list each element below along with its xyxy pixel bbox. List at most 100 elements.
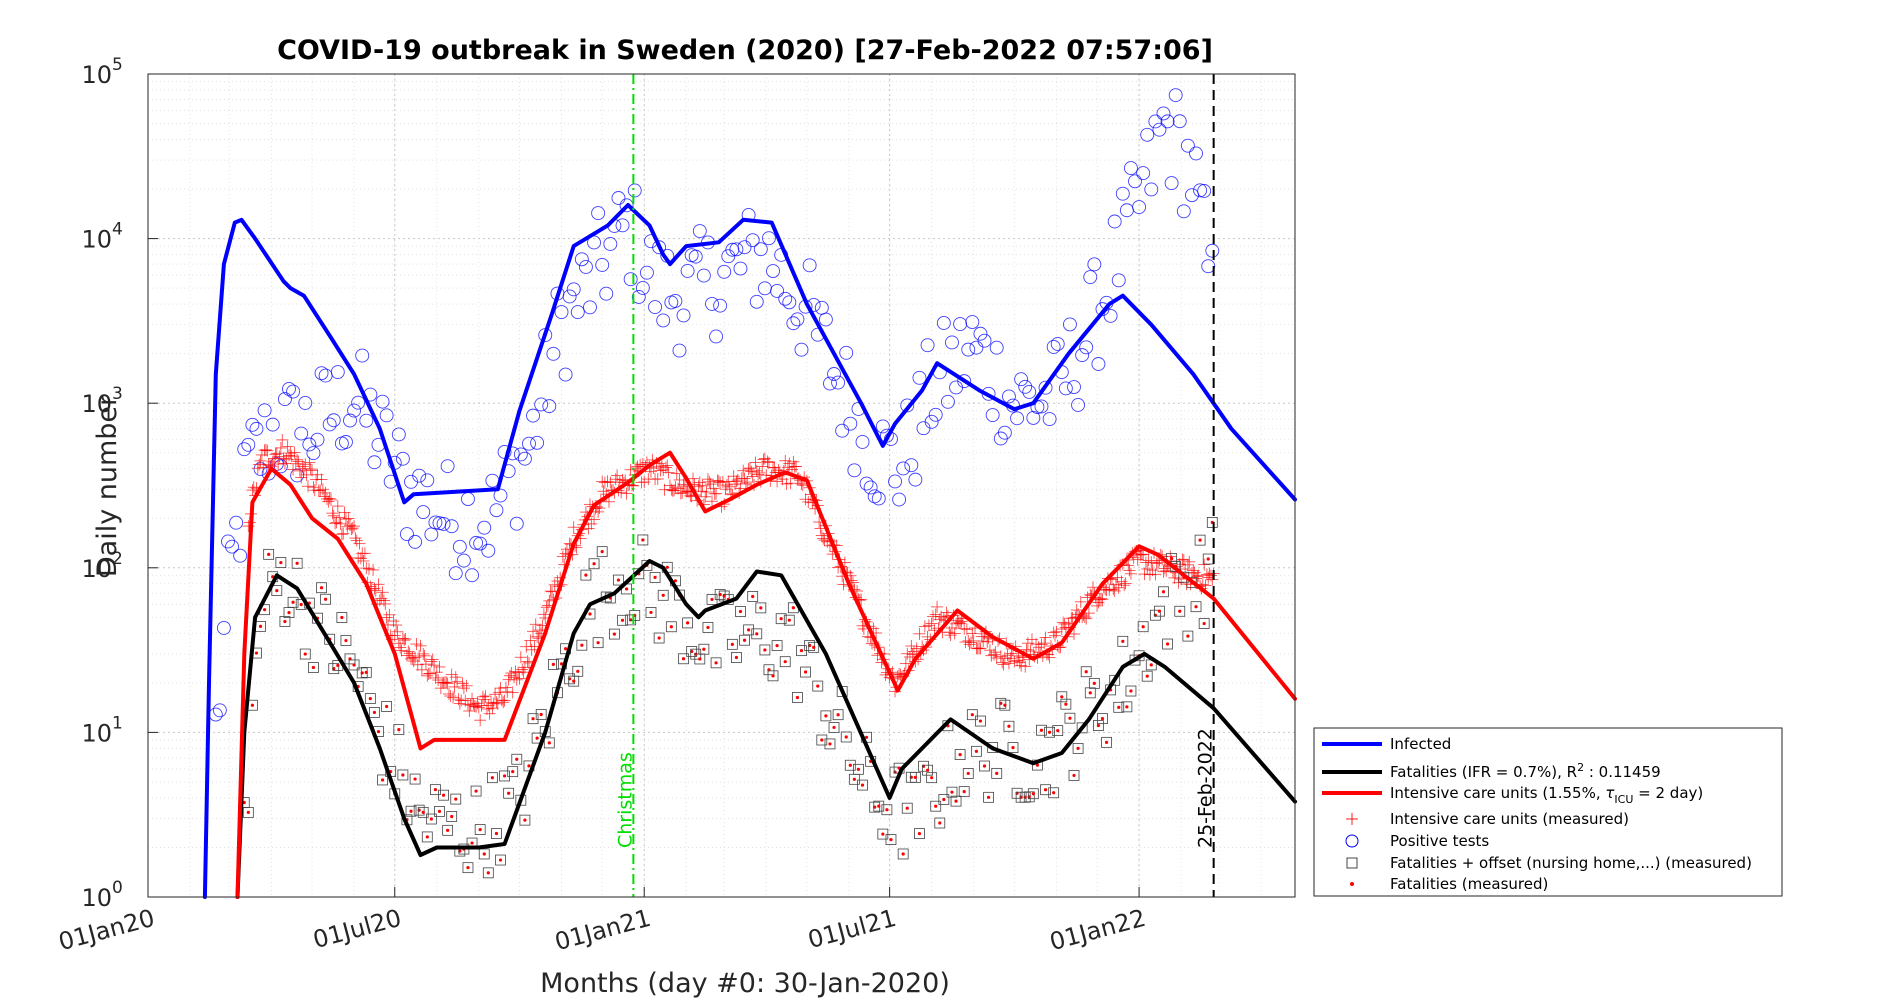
fatality-point bbox=[779, 656, 791, 668]
icu-measured-point bbox=[761, 455, 774, 468]
positive-test-point bbox=[729, 242, 744, 257]
icu-measured-point bbox=[379, 597, 392, 610]
positive-test-point bbox=[1111, 273, 1126, 288]
fatality-point bbox=[527, 713, 539, 725]
icu-measured-point bbox=[333, 511, 346, 524]
positive-test-point bbox=[452, 539, 467, 554]
positive-test-point bbox=[277, 392, 292, 407]
icu-measured-point bbox=[720, 479, 733, 492]
positive-test-point bbox=[241, 437, 256, 452]
positive-test-point bbox=[831, 375, 846, 390]
positive-test-point bbox=[847, 463, 862, 478]
icu-measured-point bbox=[1149, 568, 1162, 581]
icu-measured-point bbox=[948, 627, 961, 640]
icu-measured-point bbox=[1019, 660, 1032, 673]
fatality-point bbox=[678, 653, 689, 665]
icu-measured-point bbox=[261, 444, 274, 457]
fatality-point bbox=[710, 657, 722, 669]
icu-measured-point bbox=[1107, 583, 1120, 596]
icu-measured-point bbox=[383, 608, 396, 621]
icu-measured-point bbox=[283, 449, 296, 462]
icu-measured-point bbox=[394, 641, 407, 654]
plot-frame bbox=[147, 73, 1296, 898]
positive-test-point bbox=[920, 338, 935, 353]
icu-measured-point bbox=[346, 522, 359, 535]
positive-test-point bbox=[1001, 389, 1016, 404]
positive-test-point bbox=[611, 191, 626, 205]
fatality-point bbox=[975, 715, 986, 727]
fatality-point bbox=[1097, 713, 1108, 725]
positive-test-point bbox=[802, 258, 817, 273]
icu-measured-point bbox=[749, 456, 762, 469]
icu-measured-point bbox=[908, 645, 921, 658]
icu-measured-point bbox=[588, 513, 601, 526]
fatality-point bbox=[844, 759, 856, 771]
positive-test-point bbox=[623, 272, 638, 287]
icu-measured-point bbox=[1002, 657, 1015, 670]
icu-measured-point bbox=[335, 528, 348, 541]
icu-measured-point bbox=[327, 509, 340, 522]
icu-measured-point bbox=[372, 578, 385, 591]
icu-measured-point bbox=[958, 622, 971, 635]
icu-measured-point bbox=[714, 476, 727, 489]
positive-test-point bbox=[672, 343, 687, 358]
fatality-point bbox=[645, 607, 657, 618]
icu-measured-point bbox=[440, 676, 453, 689]
positive-test-point bbox=[314, 366, 329, 381]
icu-measured-point bbox=[429, 671, 442, 684]
positive-test-point bbox=[1201, 259, 1216, 274]
positive-test-point bbox=[420, 473, 435, 488]
icu-measured-point bbox=[306, 464, 319, 477]
fatality-point bbox=[897, 848, 909, 860]
icu-measured-point bbox=[259, 443, 272, 456]
positive-test-point bbox=[1087, 257, 1102, 272]
y-tick-label: 10 bbox=[81, 61, 112, 89]
positive-test-point bbox=[412, 468, 427, 483]
icu-measured-point bbox=[601, 475, 614, 488]
icu-measured-point bbox=[277, 452, 290, 465]
icu-measured-point bbox=[495, 694, 508, 707]
positive-test-point bbox=[286, 384, 301, 399]
fatality-point bbox=[299, 648, 311, 660]
icu-measured-point bbox=[1160, 564, 1173, 577]
icu-measured-point bbox=[1119, 577, 1132, 590]
positive-test-point bbox=[1071, 398, 1086, 412]
icu-measured-point bbox=[964, 636, 977, 649]
legend: Infected Fatalities (IFR = 0.7%), R2 : 0.… bbox=[1313, 727, 1783, 897]
icu-measured-point bbox=[426, 653, 439, 666]
icu-measured-point bbox=[925, 617, 938, 630]
fatality-point bbox=[1052, 725, 1064, 737]
positive-test-point bbox=[615, 218, 630, 233]
legend-item-icu: Intensive care units (1.55%, τICU = 2 da… bbox=[1322, 784, 1703, 806]
positive-test-point bbox=[428, 515, 443, 530]
icu-measured-point bbox=[901, 647, 914, 660]
legend-label: Infected bbox=[1390, 735, 1451, 753]
positive-test-point bbox=[737, 240, 752, 255]
positive-test-point bbox=[940, 394, 955, 409]
positive-test-point bbox=[1180, 138, 1195, 153]
positive-test-point bbox=[225, 539, 240, 554]
icu-measured-point bbox=[593, 502, 606, 515]
fatality-point bbox=[320, 593, 332, 605]
positive-test-point bbox=[652, 240, 667, 255]
fatality-point bbox=[950, 795, 962, 807]
icu-measured-point bbox=[498, 694, 511, 707]
positive-test-point bbox=[1058, 381, 1073, 396]
icu-measured-point bbox=[711, 474, 724, 487]
positive-test-point bbox=[1062, 317, 1077, 332]
fatality-point bbox=[881, 804, 893, 816]
icu-measured-point bbox=[799, 493, 812, 506]
icu-measured-point bbox=[304, 463, 317, 476]
positive-test-point bbox=[1067, 380, 1081, 394]
icu-measured-point bbox=[398, 634, 411, 647]
icu-measured-point bbox=[396, 632, 409, 645]
y-tick-label: 10 bbox=[81, 884, 112, 912]
icu-measured-point bbox=[913, 627, 926, 640]
icu-measured-point bbox=[479, 690, 492, 703]
icu-measured-point bbox=[1096, 593, 1109, 606]
fatality-point bbox=[381, 701, 393, 712]
positive-test-point bbox=[1128, 174, 1142, 189]
positive-test-point bbox=[733, 261, 748, 276]
positive-test-point bbox=[823, 376, 837, 391]
positive-test-point bbox=[1172, 114, 1187, 129]
